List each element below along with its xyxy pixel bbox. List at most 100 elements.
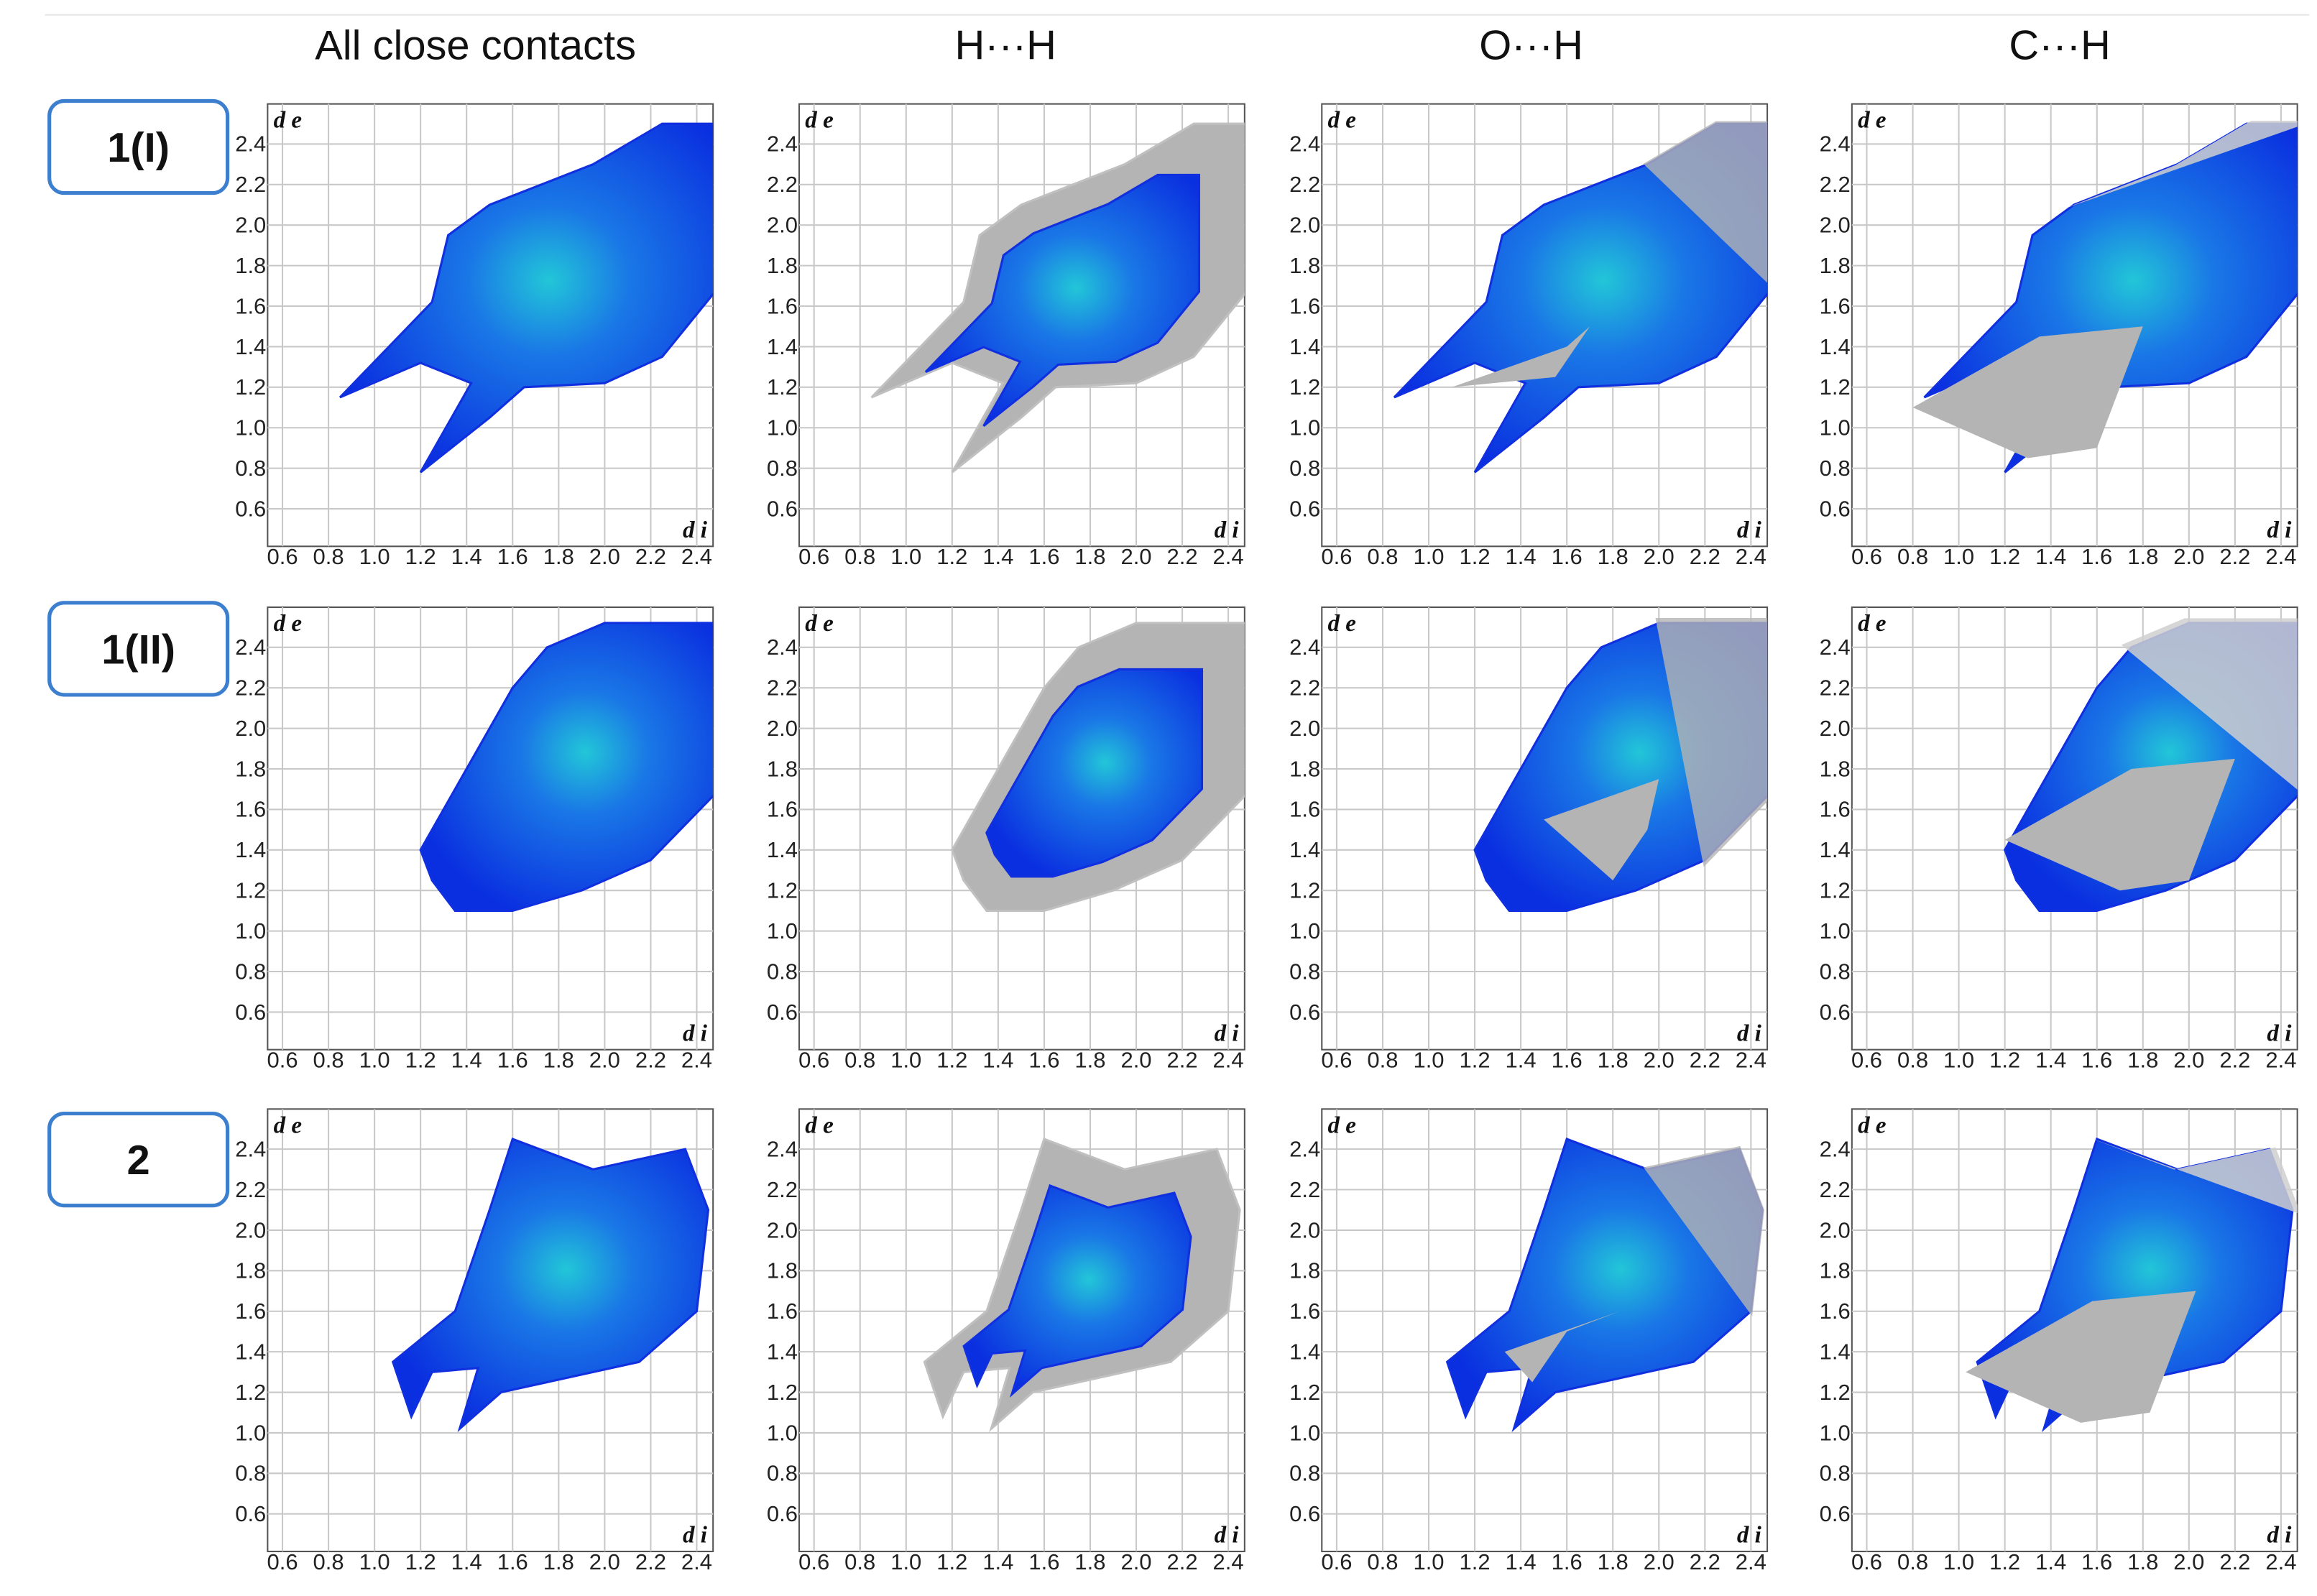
- y-tick-label: 1.6: [1820, 293, 1851, 318]
- contact-region: [391, 1137, 710, 1433]
- y-tick-label: 2.0: [1820, 213, 1851, 238]
- x-tick-label: 2.2: [1690, 1549, 1721, 1574]
- y-tick-label: 2.0: [1820, 716, 1851, 741]
- y-tick-label: 2.0: [1289, 716, 1320, 741]
- x-axis-label: d i: [1737, 1523, 1762, 1549]
- x-tick-label: 0.6: [1321, 1549, 1352, 1574]
- x-tick-label: 1.4: [451, 1047, 482, 1072]
- y-tick-label: 1.6: [1820, 797, 1851, 822]
- x-tick-label: 1.6: [2081, 1047, 2112, 1072]
- plot-area: [1393, 121, 1768, 474]
- x-tick-label: 1.8: [1598, 1549, 1629, 1574]
- x-tick-label: 1.2: [1989, 544, 2020, 569]
- y-tick-label: 2.0: [1820, 1217, 1851, 1242]
- other-contacts: [1643, 121, 1768, 283]
- x-tick-label: 0.6: [798, 1549, 829, 1574]
- plot-area: [1912, 120, 2298, 474]
- x-tick-label: 0.6: [1851, 544, 1882, 569]
- x-tick-label: 2.4: [2265, 544, 2296, 569]
- x-tick-label: 1.0: [1943, 1047, 1974, 1072]
- x-tick-label: 1.2: [1989, 1047, 2020, 1072]
- y-tick-label: 1.0: [767, 918, 798, 944]
- y-tick-label: 2.4: [1820, 635, 1851, 660]
- y-tick-label: 1.8: [767, 253, 798, 278]
- y-tick-label: 1.4: [767, 334, 798, 359]
- x-axis-label: d i: [2267, 517, 2292, 543]
- y-axis-label: d e: [1328, 1112, 1356, 1138]
- row-label: 2: [127, 1138, 150, 1184]
- y-tick-label: 1.2: [235, 1380, 266, 1405]
- x-tick-label: 2.2: [2219, 1549, 2250, 1574]
- row-label-box: [47, 98, 230, 195]
- y-tick-label: 1.2: [767, 878, 798, 903]
- y-tick-label: 0.6: [1289, 1000, 1320, 1025]
- x-axis-label: d i: [683, 517, 708, 543]
- fingerprint-panel: 0.6 0.8 1.0 1.2 1.4 1.6 1.8 2.0 2.2 2.4 2.4 2.2 2.0 1…: [767, 103, 1245, 569]
- x-axis-label: d i: [1215, 1523, 1240, 1549]
- row-label: 1(II): [101, 627, 175, 673]
- x-tick-label: 1.4: [1506, 544, 1537, 569]
- contact-region: [338, 122, 714, 474]
- x-tick-label: 1.2: [1989, 1549, 2020, 1574]
- y-tick-label: 2.0: [767, 716, 798, 741]
- x-tick-label: 1.4: [982, 1047, 1013, 1072]
- contact-region: [924, 173, 1200, 427]
- x-tick-label: 0.6: [267, 544, 298, 569]
- x-tick-label: 2.4: [681, 1047, 712, 1072]
- x-tick-label: 1.8: [1074, 1549, 1105, 1574]
- x-tick-label: 2.2: [1167, 1047, 1198, 1072]
- y-tick-label: 1.4: [235, 334, 266, 359]
- x-tick-label: 1.6: [2081, 544, 2112, 569]
- x-tick-label: 1.0: [359, 1047, 390, 1072]
- y-tick-label: 0.6: [767, 1501, 798, 1526]
- x-tick-label: 1.6: [1552, 544, 1583, 569]
- x-axis-label: d i: [2267, 1523, 2292, 1549]
- y-tick-label: 1.0: [235, 1420, 266, 1445]
- row-label-box: [47, 601, 230, 697]
- y-tick-label: 2.2: [1820, 675, 1851, 701]
- other-contacts: [1452, 326, 1590, 387]
- x-tick-label: 1.2: [936, 1047, 967, 1072]
- y-tick-label: 0.8: [1289, 1461, 1320, 1486]
- plot-area: [391, 1137, 710, 1433]
- y-tick-label: 1.4: [235, 837, 266, 862]
- x-tick-label: 1.0: [1413, 1047, 1444, 1072]
- y-tick-label: 2.0: [235, 1217, 266, 1242]
- column-header: C···H: [2009, 23, 2110, 69]
- x-tick-label: 2.0: [1644, 544, 1675, 569]
- x-tick-label: 2.4: [681, 544, 712, 569]
- x-tick-label: 1.6: [497, 1549, 528, 1574]
- x-tick-label: 2.4: [1736, 544, 1766, 569]
- x-tick-label: 2.2: [1690, 544, 1721, 569]
- x-tick-label: 1.0: [1943, 1549, 1974, 1574]
- x-tick-label: 1.6: [1028, 1047, 1059, 1072]
- x-tick-label: 0.6: [1851, 1549, 1882, 1574]
- x-tick-label: 2.4: [1736, 1047, 1766, 1072]
- fingerprint-panel: 0.6 0.8 1.0 1.2 1.4 1.6 1.8 2.0 2.2 2.4 2.4 2.2 2.0 1…: [235, 103, 714, 569]
- x-tick-label: 1.6: [1552, 1047, 1583, 1072]
- x-tick-label: 2.4: [681, 1549, 712, 1574]
- y-tick-label: 1.4: [1820, 837, 1851, 862]
- x-axis-label: d i: [1215, 517, 1240, 543]
- x-tick-label: 2.2: [1690, 1047, 1721, 1072]
- y-axis-label: d e: [1328, 611, 1356, 637]
- y-tick-label: 1.2: [1820, 1380, 1851, 1405]
- x-tick-label: 2.0: [2173, 1549, 2204, 1574]
- plot-area: [419, 622, 714, 912]
- fingerprint-panel: 0.6 0.8 1.0 1.2 1.4 1.6 1.8 2.0 2.2 2.4 2.4 2.2 2.0 1…: [1289, 606, 1769, 1072]
- y-tick-label: 1.4: [767, 837, 798, 862]
- y-tick-label: 1.6: [1820, 1299, 1851, 1324]
- x-tick-label: 2.4: [2265, 1047, 2296, 1072]
- y-tick-label: 2.0: [235, 716, 266, 741]
- y-tick-label: 1.6: [767, 797, 798, 822]
- x-tick-label: 1.4: [1506, 1047, 1537, 1072]
- y-tick-label: 1.8: [1289, 756, 1320, 781]
- other-contacts: [2121, 618, 2298, 790]
- y-tick-label: 1.2: [1289, 878, 1320, 903]
- y-tick-label: 0.6: [1289, 1501, 1320, 1526]
- x-tick-label: 1.6: [497, 1047, 528, 1072]
- x-tick-label: 2.2: [2219, 1047, 2250, 1072]
- y-tick-label: 2.2: [767, 172, 798, 197]
- y-tick-label: 2.2: [1820, 1177, 1851, 1202]
- x-tick-label: 1.6: [1028, 544, 1059, 569]
